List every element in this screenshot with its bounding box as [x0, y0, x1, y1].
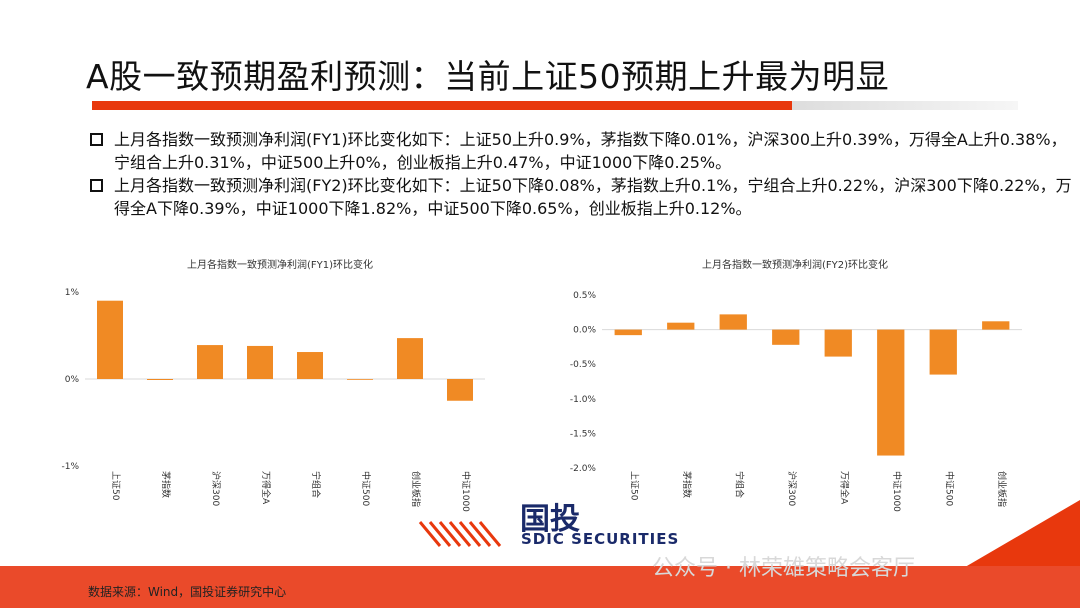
bar [147, 379, 173, 380]
x-tick-label: 万得全A [838, 471, 850, 505]
chart-fy2-svg: 上月各指数一致预测净利润(FY2)环比变化 0.5% 0.0% -0.5% -1.0% -… [570, 258, 1022, 512]
x-tick-label: 上证50 [628, 471, 639, 501]
logo-subtitle: SDIC SECURITIES [521, 530, 680, 548]
logo-text: 国投 [520, 502, 580, 537]
footer-band [0, 566, 1080, 608]
bar [614, 329, 642, 336]
bar [667, 322, 695, 330]
y-tick-label: 1% [65, 288, 80, 298]
corner-triangle-icon [960, 500, 1080, 570]
bar [982, 321, 1010, 330]
x-tick-label: 茅指数 [681, 471, 693, 498]
page-title: A股一致预期盈利预测：当前上证50预期上升最为明显 [86, 57, 890, 96]
x-tick-label: 宁组合 [310, 471, 322, 498]
title-underline [92, 101, 792, 110]
y-tick-label: 0.0% [573, 326, 596, 336]
bar [97, 300, 123, 379]
y-tick-label: 0.5% [573, 291, 596, 301]
x-tick-label: 中证1000 [891, 471, 903, 512]
y-tick-label: -0.5% [570, 360, 597, 370]
logo-stripes-icon [410, 518, 520, 548]
bar [824, 329, 852, 357]
x-tick-label: 沪深300 [786, 471, 798, 506]
x-tick-label: 沪深300 [210, 471, 222, 506]
x-tick-label: 中证500 [943, 471, 955, 506]
title-underline-fade [792, 101, 1018, 110]
bar [297, 352, 323, 379]
y-tick-label: -1.0% [570, 395, 597, 405]
bullet-text: 上月各指数一致预测净利润(FY1)环比变化如下：上证50上升0.9%，茅指数下降… [114, 130, 1067, 172]
bar [929, 329, 957, 375]
y-tick-label: 0% [65, 375, 80, 385]
bullet-text: 上月各指数一致预测净利润(FY2)环比变化如下：上证50下降0.08%，茅指数上… [114, 176, 1072, 218]
source-note: 数据来源：Wind，国投证券研究中心 [88, 585, 287, 599]
bar [772, 329, 800, 345]
x-tick-label: 中证500 [360, 471, 372, 506]
x-tick-label: 创业板指 [996, 471, 1008, 507]
y-tick-label: -2.0% [570, 464, 597, 474]
bullet-item: 上月各指数一致预测净利润(FY2)环比变化如下：上证50下降0.08%，茅指数上… [88, 174, 1078, 220]
bar [877, 329, 905, 456]
x-tick-label: 创业板指 [410, 471, 422, 507]
bullet-item: 上月各指数一致预测净利润(FY1)环比变化如下：上证50上升0.9%，茅指数下降… [88, 128, 1078, 174]
x-tick-label: 茅指数 [160, 471, 172, 498]
bar [247, 345, 273, 379]
bar [197, 345, 223, 379]
x-tick-label: 宁组合 [733, 471, 745, 498]
chart-fy1-svg: 上月各指数一致预测净利润(FY1)环比变化 1% 0% -1% 上证50 茅指数 沪深300… [61, 258, 485, 512]
bullet-list: 上月各指数一致预测净利润(FY1)环比变化如下：上证50上升0.9%，茅指数下降… [88, 128, 1078, 220]
bar [347, 379, 373, 380]
watermark: 公众号 · 林荣雄策略会客厅 [652, 556, 915, 581]
bar [447, 379, 473, 401]
bar [397, 338, 423, 379]
x-tick-label: 上证50 [110, 471, 121, 501]
x-tick-label: 中证1000 [460, 471, 472, 512]
y-tick-label: -1.5% [570, 429, 597, 439]
bullet-box-icon [90, 133, 103, 146]
y-tick-label: -1% [61, 462, 79, 472]
chart-title: 上月各指数一致预测净利润(FY1)环比变化 [187, 258, 373, 271]
bar [719, 314, 747, 330]
chart-fy2: 上月各指数一致预测净利润(FY2)环比变化 0.5% 0.0% -0.5% -1.0% -… [560, 252, 1030, 522]
chart-title: 上月各指数一致预测净利润(FY2)环比变化 [702, 258, 888, 271]
bullet-box-icon [90, 179, 103, 192]
x-tick-label: 万得全A [260, 471, 272, 505]
chart-fy1: 上月各指数一致预测净利润(FY1)环比变化 1% 0% -1% 上证50 茅指数 沪深300… [55, 252, 505, 522]
